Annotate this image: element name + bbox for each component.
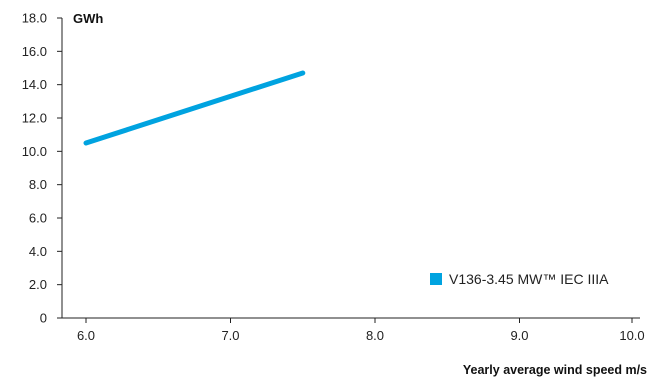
x-axis-title: Yearly average wind speed m/s bbox=[463, 363, 647, 377]
x-tick-label: 9.0 bbox=[510, 328, 528, 343]
y-axis: 0 2.0 4.0 6.0 8.0 10.0 12.0 14.0 16.0 18.0 bbox=[22, 11, 63, 326]
y-tick-label: 2.0 bbox=[29, 277, 47, 292]
x-tick-label: 10.0 bbox=[619, 328, 644, 343]
y-tick-label: 6.0 bbox=[29, 211, 47, 226]
legend: V136-3.45 MW™ IEC IIIA bbox=[430, 271, 609, 287]
y-tick-label: 12.0 bbox=[22, 111, 47, 126]
series-line-0 bbox=[83, 70, 306, 146]
x-tick-label: 7.0 bbox=[221, 328, 239, 343]
legend-label: V136-3.45 MW™ IEC IIIA bbox=[449, 271, 609, 287]
y-tick-label: 8.0 bbox=[29, 177, 47, 192]
y-axis-unit-label: GWh bbox=[73, 11, 103, 26]
y-tick-label: 0 bbox=[40, 311, 47, 326]
y-tick-label: 4.0 bbox=[29, 244, 47, 259]
x-axis: 6.0 7.0 8.0 9.0 10.0 bbox=[62, 317, 645, 343]
y-tick-label: 16.0 bbox=[22, 44, 47, 59]
series-layer bbox=[83, 70, 306, 146]
y-tick-label: 10.0 bbox=[22, 144, 47, 159]
y-tick-label: 14.0 bbox=[22, 77, 47, 92]
x-tick-label: 6.0 bbox=[77, 328, 95, 343]
legend-swatch bbox=[430, 273, 442, 285]
y-tick-label: 18.0 bbox=[22, 11, 47, 26]
x-tick-label: 8.0 bbox=[366, 328, 384, 343]
